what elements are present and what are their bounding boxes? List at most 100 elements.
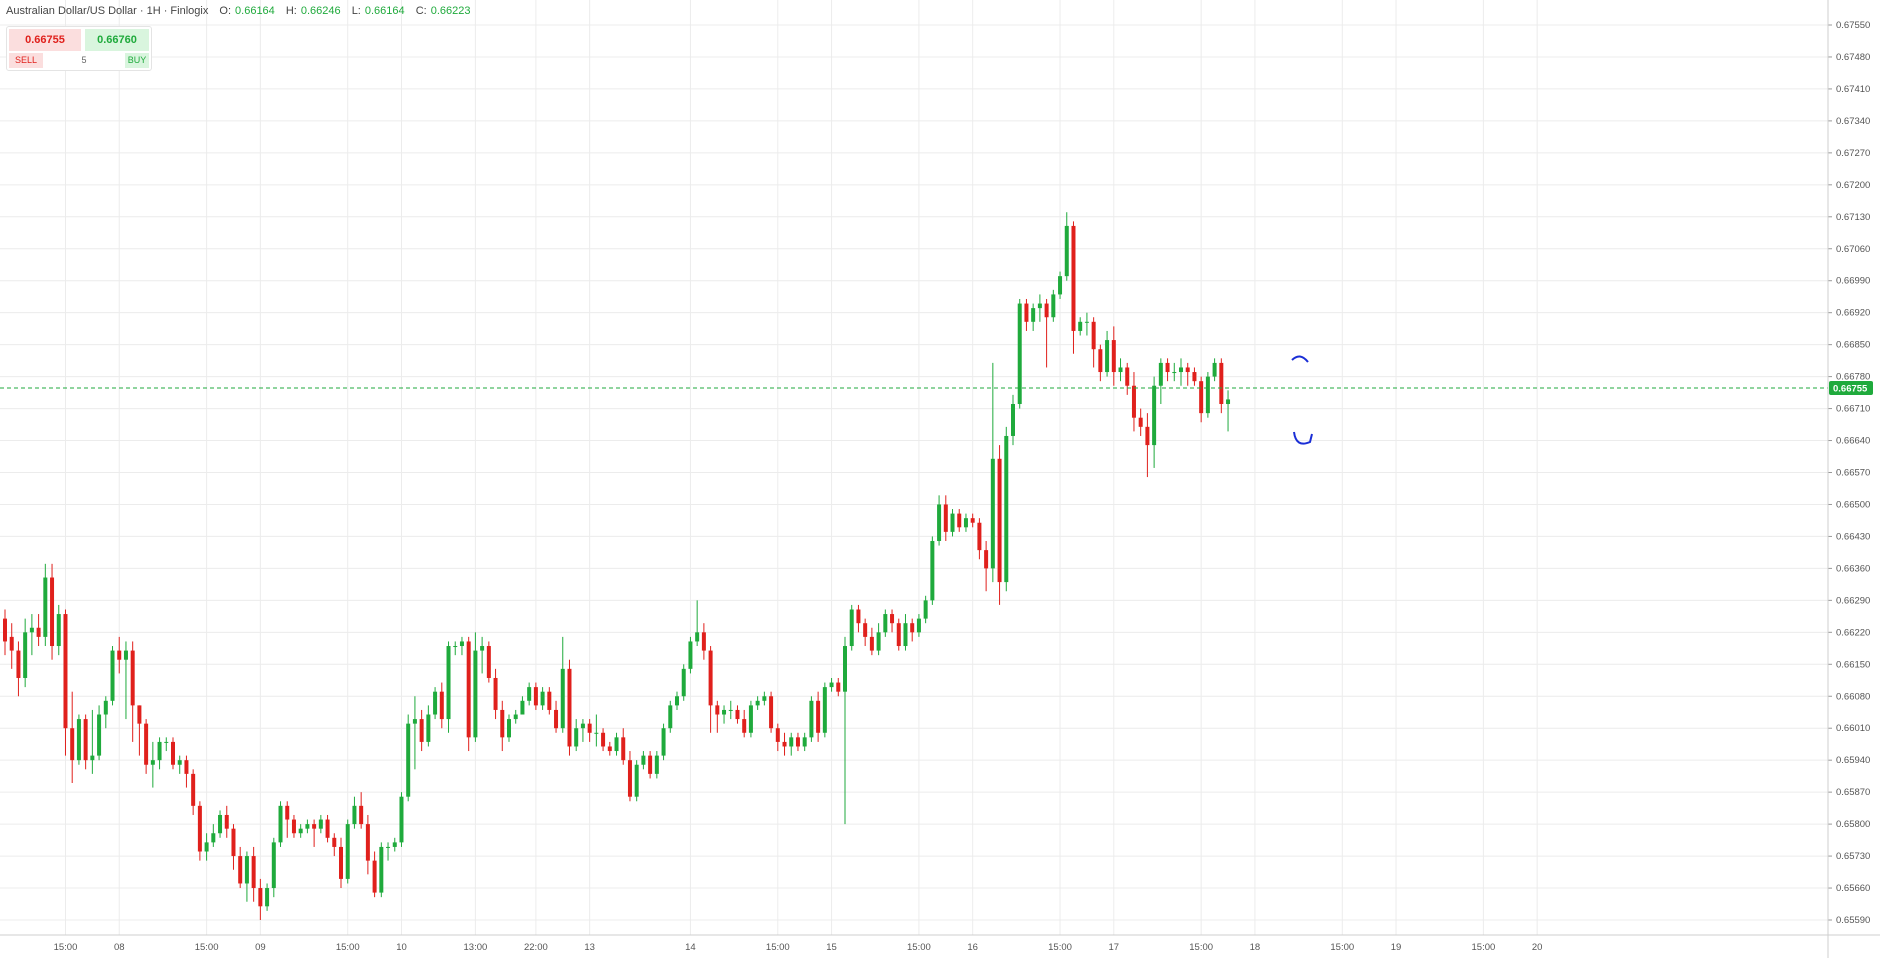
- candle-body: [809, 700, 814, 738]
- candle-body: [943, 504, 948, 532]
- candle-body: [500, 709, 505, 738]
- x-tick-label: 15:00: [1048, 942, 1072, 953]
- candle-body: [997, 458, 1002, 583]
- candle-body: [816, 700, 821, 733]
- candle-body: [789, 737, 794, 747]
- candle-body: [547, 691, 552, 710]
- candle: [849, 604, 854, 651]
- candle-body: [923, 600, 928, 619]
- candle: [1011, 394, 1015, 446]
- candle-body: [775, 728, 780, 742]
- candle: [238, 846, 243, 889]
- candle: [728, 700, 733, 720]
- candle-body: [406, 723, 411, 797]
- y-tick-label: 0.67340: [1836, 116, 1870, 127]
- candle: [1111, 326, 1116, 386]
- symbol-header: Australian Dollar/US Dollar · 1H · Finlo…: [6, 5, 470, 17]
- candle: [903, 614, 908, 651]
- candle-body: [701, 632, 706, 651]
- candle-body: [937, 504, 942, 541]
- candle: [802, 732, 807, 752]
- candle: [1219, 358, 1224, 414]
- quantity-input[interactable]: [47, 53, 121, 68]
- candle-body: [312, 824, 317, 829]
- candle: [769, 691, 774, 733]
- candle-body: [480, 646, 485, 651]
- candle: [298, 824, 303, 838]
- candle-body: [533, 687, 538, 706]
- candle: [305, 819, 310, 834]
- candle-body: [1185, 367, 1190, 373]
- candle: [352, 796, 357, 829]
- candle-body: [607, 746, 612, 752]
- candle: [533, 682, 538, 710]
- y-tick-label: 0.67480: [1836, 52, 1870, 63]
- symbol-title: Australian Dollar/US Dollar · 1H · Finlo…: [6, 5, 209, 17]
- candle-body: [863, 623, 868, 637]
- candle: [789, 732, 794, 756]
- candle-body: [1071, 225, 1076, 331]
- candle-body: [70, 728, 75, 761]
- candle: [1044, 298, 1049, 368]
- candle: [271, 837, 276, 898]
- candle-body: [513, 714, 518, 720]
- candle-body: [473, 650, 478, 738]
- candle: [661, 723, 666, 761]
- candle: [56, 604, 61, 656]
- candle-body: [782, 741, 787, 747]
- candle: [863, 618, 868, 647]
- candle-body: [1064, 225, 1069, 277]
- candle: [365, 814, 370, 875]
- candle: [157, 737, 162, 770]
- candle-body: [332, 837, 337, 847]
- candle: [1131, 372, 1136, 432]
- candle: [916, 614, 921, 637]
- candle-body: [419, 719, 424, 742]
- candle: [755, 696, 760, 710]
- candle: [836, 677, 841, 697]
- y-tick-label: 0.67550: [1836, 20, 1870, 31]
- candle-body: [1024, 303, 1029, 322]
- y-tick-label: 0.66920: [1836, 308, 1870, 319]
- candle-body: [641, 755, 646, 765]
- candle: [433, 687, 438, 720]
- x-tick-label: 15:00: [766, 942, 790, 953]
- x-axis[interactable]: 15:00 08 15:00 09 15:00 10 13:00 22:00 13 14 15:00…: [0, 934, 1880, 953]
- buy-price-button[interactable]: 0.66760: [85, 29, 149, 51]
- sell-button[interactable]: SELL: [9, 53, 43, 68]
- candle: [453, 641, 458, 656]
- candle: [984, 540, 989, 592]
- candle: [1199, 376, 1204, 423]
- x-tick-label: 15:00: [336, 942, 360, 953]
- y-tick-label: 0.67270: [1836, 148, 1870, 159]
- y-axis[interactable]: 0.67550 0.67480 0.67410 0.67340 0.67270 0.672…: [1827, 0, 1870, 958]
- candle-body: [903, 623, 908, 647]
- candle-body: [433, 691, 438, 715]
- candle-body: [1199, 381, 1204, 414]
- candle: [265, 883, 270, 911]
- buy-button[interactable]: BUY: [125, 53, 149, 68]
- candle-body: [1098, 349, 1103, 373]
- open-label: O:: [219, 5, 232, 17]
- candle-body: [466, 641, 471, 738]
- candle: [742, 709, 747, 738]
- candle-body: [883, 614, 888, 633]
- candle-body: [1078, 321, 1083, 331]
- candle-body: [930, 540, 935, 601]
- candle: [244, 851, 249, 902]
- candle: [1091, 317, 1096, 368]
- candle: [695, 600, 700, 647]
- candle-body: [345, 824, 350, 879]
- x-tick-label: 14: [685, 942, 696, 953]
- candle: [1192, 367, 1197, 386]
- candle: [1024, 298, 1029, 331]
- candle-body: [372, 860, 377, 893]
- candle: [231, 824, 236, 870]
- candle: [681, 664, 686, 701]
- low-value: 0.66164: [364, 5, 405, 17]
- candle-body: [554, 709, 559, 729]
- sell-price-button[interactable]: 0.66755: [9, 29, 81, 51]
- candle: [486, 641, 491, 683]
- candle: [540, 687, 545, 710]
